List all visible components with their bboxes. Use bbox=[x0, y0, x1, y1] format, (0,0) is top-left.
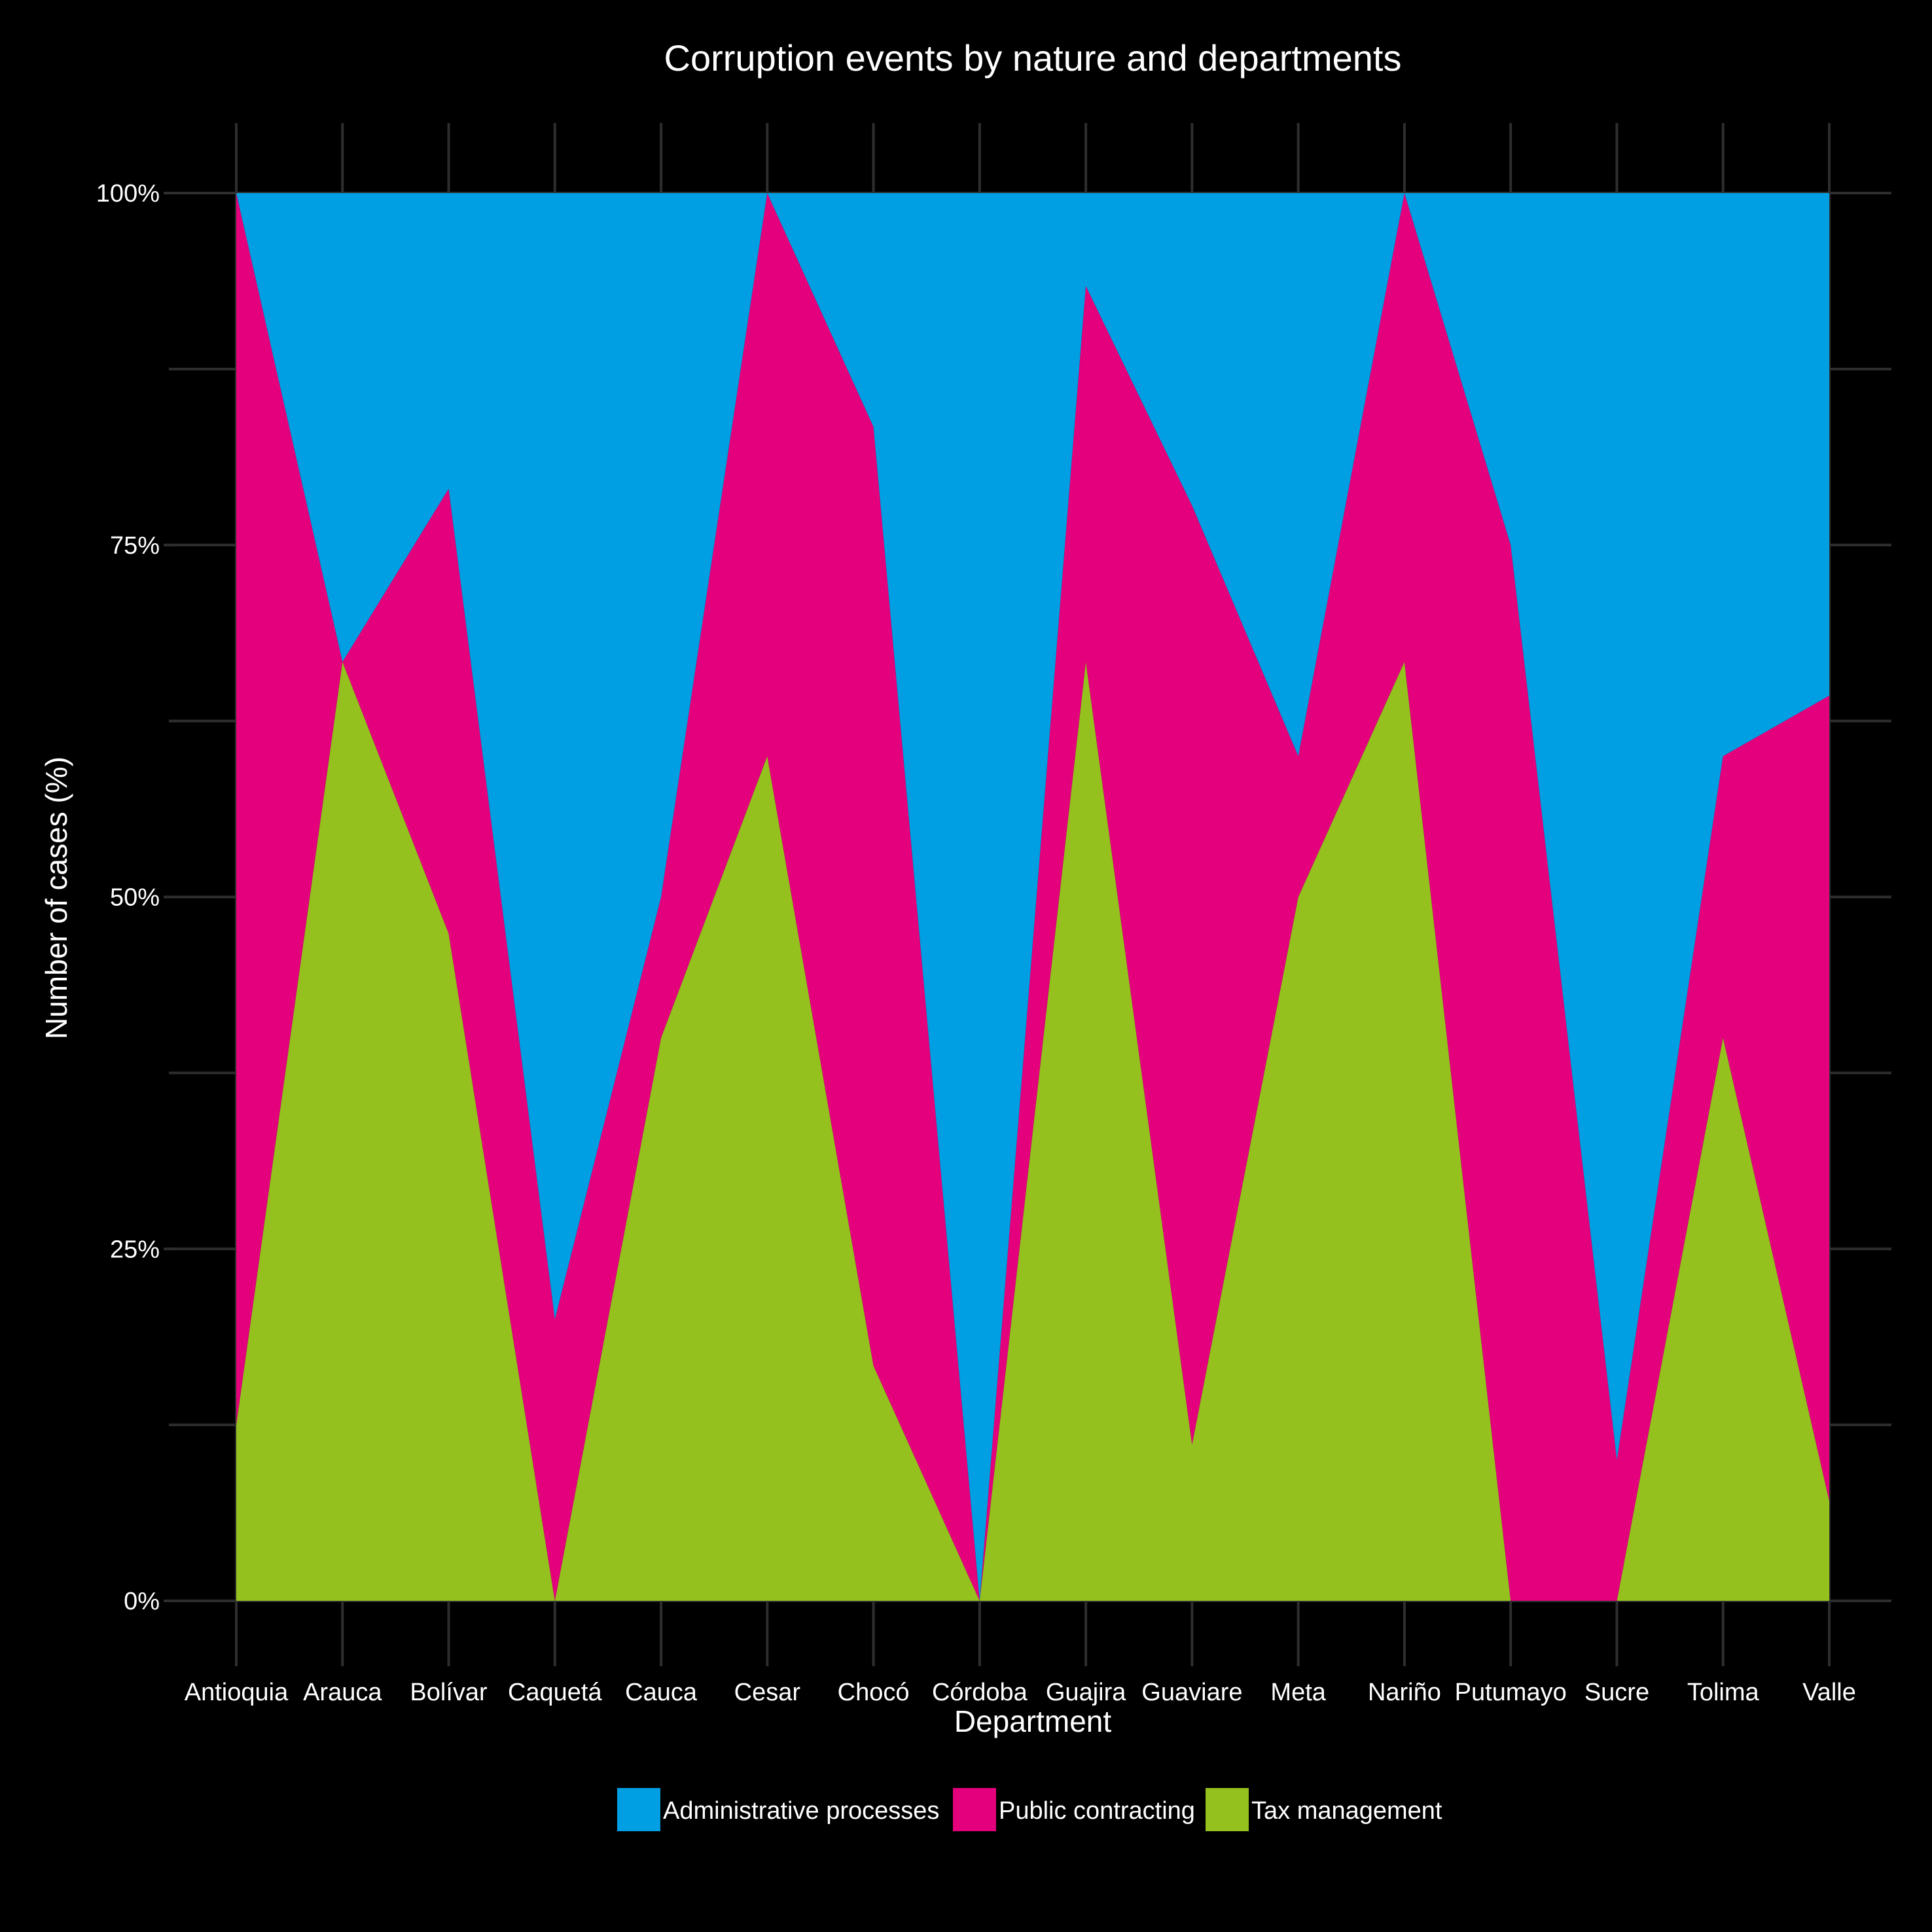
y-tick-label: 50% bbox=[110, 884, 160, 912]
legend-key bbox=[617, 1788, 660, 1831]
x-tick-label: Cauca bbox=[625, 1679, 698, 1706]
x-tick-label: Cesar bbox=[734, 1679, 801, 1706]
x-tick-label: Bolívar bbox=[410, 1679, 488, 1706]
x-tick-label: Sucre bbox=[1584, 1679, 1649, 1706]
x-tick-label: Tolima bbox=[1687, 1679, 1760, 1706]
y-tick-label: 100% bbox=[96, 180, 160, 207]
x-tick-label: Putumayo bbox=[1455, 1679, 1567, 1706]
area-administrative-processes bbox=[236, 193, 1829, 1601]
x-tick-label: Meta bbox=[1270, 1679, 1326, 1706]
area-public-contracting bbox=[236, 193, 1829, 1601]
x-tick-label: Arauca bbox=[303, 1679, 382, 1706]
x-tick-label: Antioquia bbox=[185, 1679, 289, 1706]
legend-key bbox=[1206, 1788, 1249, 1831]
legend-key bbox=[953, 1788, 996, 1831]
y-tick-label: 0% bbox=[124, 1588, 160, 1615]
legend-label: Administrative processes bbox=[663, 1797, 939, 1825]
plot-areas bbox=[236, 193, 1829, 1601]
legend-label: Tax management bbox=[1251, 1797, 1442, 1825]
chart-title: Corruption events by nature and departme… bbox=[664, 37, 1402, 79]
x-tick-label: Córdoba bbox=[932, 1679, 1028, 1706]
axes: 0% 25% 50% 75% 100% Antioquia Arauca Bolívar Caq… bbox=[96, 180, 1856, 1706]
legend: Administrative processes Public contracti… bbox=[617, 1788, 1442, 1831]
x-tick-label: Caquetá bbox=[508, 1679, 603, 1706]
x-tick-label: Valle bbox=[1802, 1679, 1856, 1706]
x-tick-label: Nariño bbox=[1368, 1679, 1441, 1706]
area-tax-management bbox=[236, 662, 1829, 1601]
legend-label: Public contracting bbox=[999, 1797, 1195, 1825]
x-tick-label: Guajira bbox=[1046, 1679, 1126, 1706]
x-tick-label: Guaviare bbox=[1141, 1679, 1242, 1706]
y-tick-label: 25% bbox=[110, 1236, 160, 1263]
y-axis-title: Number of cases (%) bbox=[39, 757, 73, 1039]
x-tick-label: Chocó bbox=[838, 1679, 910, 1706]
x-axis-title: Department bbox=[954, 1704, 1112, 1738]
y-tick-label: 75% bbox=[110, 532, 160, 560]
